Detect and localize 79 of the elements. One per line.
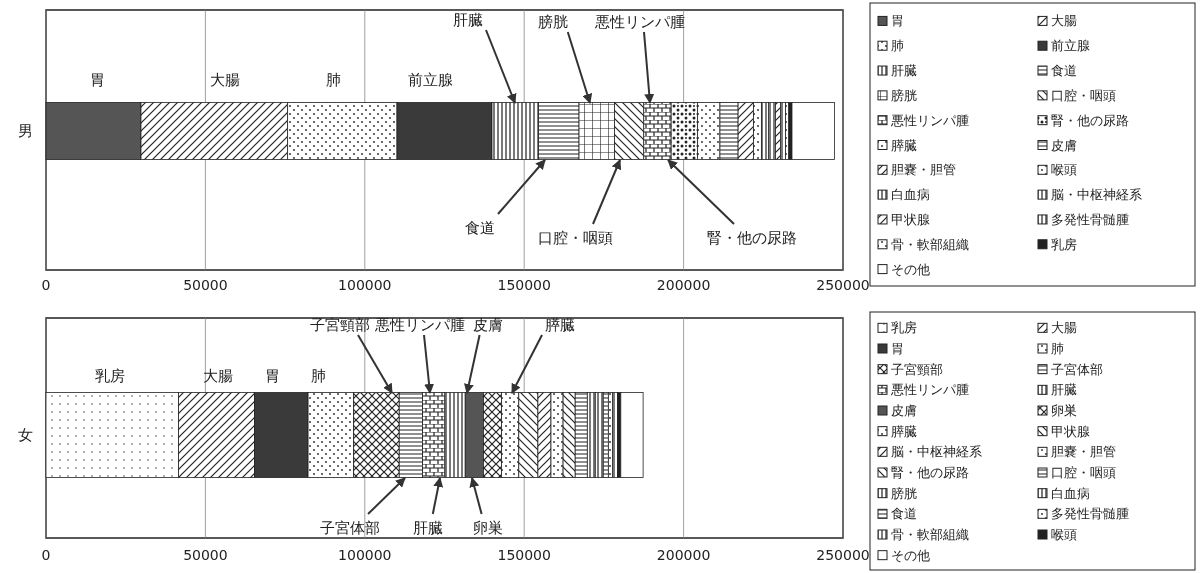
legend-label: 悪性リンパ腫 — [890, 382, 969, 398]
x-tick-label: 0 — [41, 277, 51, 293]
text: 肺 — [310, 367, 326, 385]
x-tick-label: 100000 — [338, 547, 392, 563]
legend-label: その他 — [891, 261, 930, 277]
legend-label: 食道 — [1051, 63, 1077, 79]
legend-label: 多発性骨髄腫 — [1051, 211, 1129, 227]
text: 悪性リンパ腫 — [374, 316, 465, 334]
legend-label: その他 — [891, 547, 930, 563]
legend-label: 子宮体部 — [1051, 361, 1103, 377]
x-tick-label: 250000 — [816, 547, 870, 563]
legend-label: 皮膚 — [891, 403, 917, 418]
text: 子宮体部 — [320, 519, 380, 537]
text: 膀胱 — [538, 13, 568, 31]
legend-label: 胆嚢・胆管 — [1051, 444, 1116, 460]
legend-label: 肺 — [1051, 341, 1064, 356]
legend-label: 子宮頸部 — [891, 361, 943, 377]
legend-label: 口腔・咽頭 — [1051, 465, 1116, 480]
x-tick-label: 250000 — [816, 277, 870, 293]
text: 乳房 — [95, 367, 125, 385]
text: 前立腺 — [407, 71, 453, 89]
legend-label: 膵臓 — [891, 423, 917, 439]
legend-label: 腎・他の尿路 — [1051, 112, 1129, 128]
legend-label: 膀胱 — [891, 485, 917, 501]
y-tick-label: 男 — [17, 122, 33, 140]
legend-label: 乳房 — [1051, 236, 1077, 252]
legend-label: 大腸 — [1051, 13, 1077, 29]
legend-label: 白血病 — [1051, 485, 1090, 501]
x-tick-label: 50000 — [183, 277, 228, 293]
x-tick-label: 50000 — [183, 547, 228, 563]
legend-label: 胃 — [891, 13, 904, 29]
x-tick-label: 150000 — [497, 277, 551, 293]
legend-label: 喉頭 — [1051, 162, 1077, 178]
legend-label: 多発性骨髄腫 — [1051, 506, 1129, 522]
text: 膵臓 — [545, 316, 575, 334]
x-tick-label: 150000 — [497, 547, 551, 563]
y-tick-label: 女 — [17, 426, 33, 444]
legend-label: 口腔・咽頭 — [1051, 87, 1116, 103]
x-tick-label: 100000 — [338, 277, 392, 293]
legend-label: 膀胱 — [891, 87, 917, 103]
legend-label: 甲状腺 — [891, 211, 930, 227]
legend-label: 胆嚢・胆管 — [891, 162, 956, 178]
legend-label: 骨・軟部組織 — [891, 527, 969, 542]
legend-label: 骨・軟部組織 — [891, 236, 969, 252]
text: 子宮頸部 — [310, 316, 370, 334]
legend-label: 食道 — [891, 506, 917, 522]
text: 腎・他の尿路 — [707, 229, 797, 247]
legend-label: 肺 — [891, 38, 904, 54]
legend-label: 乳房 — [891, 320, 917, 336]
legend-label: 膵臓 — [891, 137, 917, 153]
text: 肝臓 — [453, 11, 483, 29]
text: 胃 — [89, 71, 105, 89]
text: 胃 — [264, 367, 280, 385]
legend-label: 肝臓 — [1051, 382, 1077, 398]
text: 食道 — [465, 219, 495, 237]
legend-label: 腎・他の尿路 — [891, 465, 969, 480]
text: 卵巣 — [473, 519, 503, 537]
x-tick-label: 200000 — [656, 547, 711, 563]
legend-label: 喉頭 — [1051, 527, 1077, 542]
legend-label: 脳・中枢神経系 — [891, 444, 982, 460]
text: 悪性リンパ腫 — [594, 13, 685, 31]
x-tick-label: 0 — [41, 547, 51, 563]
legend-label: 大腸 — [1051, 320, 1077, 336]
legend-label: 前立腺 — [1051, 38, 1090, 54]
legend-label: 甲状腺 — [1051, 423, 1090, 439]
legend-label: 卵巣 — [1051, 403, 1077, 418]
text: 肺 — [325, 71, 341, 89]
legend-label: 胃 — [891, 341, 904, 356]
legend-label: 皮膚 — [1051, 137, 1077, 153]
text: 大腸 — [210, 71, 240, 89]
text: 皮膚 — [473, 316, 503, 334]
legend-label: 脳・中枢神経系 — [1051, 187, 1142, 203]
legend-label: 白血病 — [891, 187, 930, 203]
text: 口腔・咽頭 — [537, 229, 613, 247]
x-tick-label: 200000 — [656, 277, 711, 293]
text: 肝臓 — [413, 519, 443, 537]
text: 大腸 — [203, 367, 233, 385]
legend-label: 肝臓 — [891, 63, 917, 79]
legend-label: 悪性リンパ腫 — [890, 112, 969, 128]
